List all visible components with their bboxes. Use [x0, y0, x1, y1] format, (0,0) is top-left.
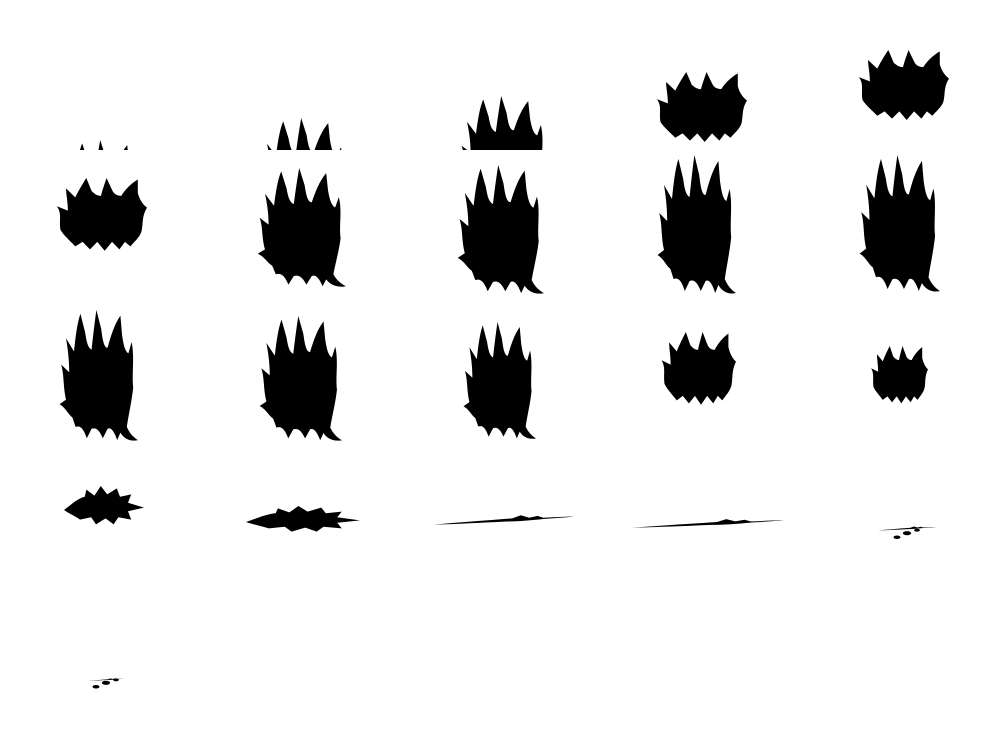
sprite-frame-17: [246, 506, 360, 532]
sprite-frame-14: [661, 332, 736, 405]
sprite-frame-15: [871, 346, 928, 404]
claw-silhouette: [859, 155, 940, 292]
claw-silhouette: [259, 316, 342, 441]
claw-silhouette: [878, 526, 936, 531]
claw-silhouette: [56, 178, 148, 251]
claw-silhouette: [463, 322, 536, 439]
claw-silhouette: [257, 168, 346, 287]
speck: [113, 678, 119, 682]
frames-layer: [56, 50, 949, 689]
claw-silhouette: [434, 515, 574, 525]
speck: [92, 685, 100, 689]
sprite-frame-16: [64, 486, 144, 525]
claw-silhouette: [656, 72, 747, 142]
claw-silhouette: [64, 486, 144, 525]
sprite-frame-19: [632, 519, 784, 528]
claw-silhouette: [246, 506, 360, 532]
sprite-frame-10: [859, 155, 940, 292]
sprite-frame-18: [434, 515, 574, 525]
speck: [101, 680, 111, 685]
sprite-frame-7: [257, 168, 346, 287]
claw-silhouette: [457, 165, 544, 294]
speck: [893, 535, 901, 539]
sprite-frame-6: [56, 178, 148, 251]
sprite-frame-12: [259, 316, 342, 441]
sprite-frame-8: [457, 165, 544, 294]
sprite-frame-9: [657, 155, 736, 294]
claw-silhouette: [661, 332, 736, 405]
sprite-frame-11: [59, 310, 138, 441]
claw-silhouette: [657, 155, 736, 294]
sprite-frame-13: [463, 322, 536, 439]
speck: [914, 528, 920, 532]
claw-silhouette: [871, 346, 928, 404]
sprite-frame-21: [88, 678, 124, 689]
sprite-frame-20: [878, 526, 936, 539]
sprite-frame-4: [656, 72, 747, 142]
claw-silhouette: [632, 519, 784, 528]
claw-silhouette: [59, 310, 138, 441]
sprite-frame-5: [858, 50, 949, 120]
claw-silhouette: [858, 50, 949, 120]
speck: [902, 531, 912, 536]
